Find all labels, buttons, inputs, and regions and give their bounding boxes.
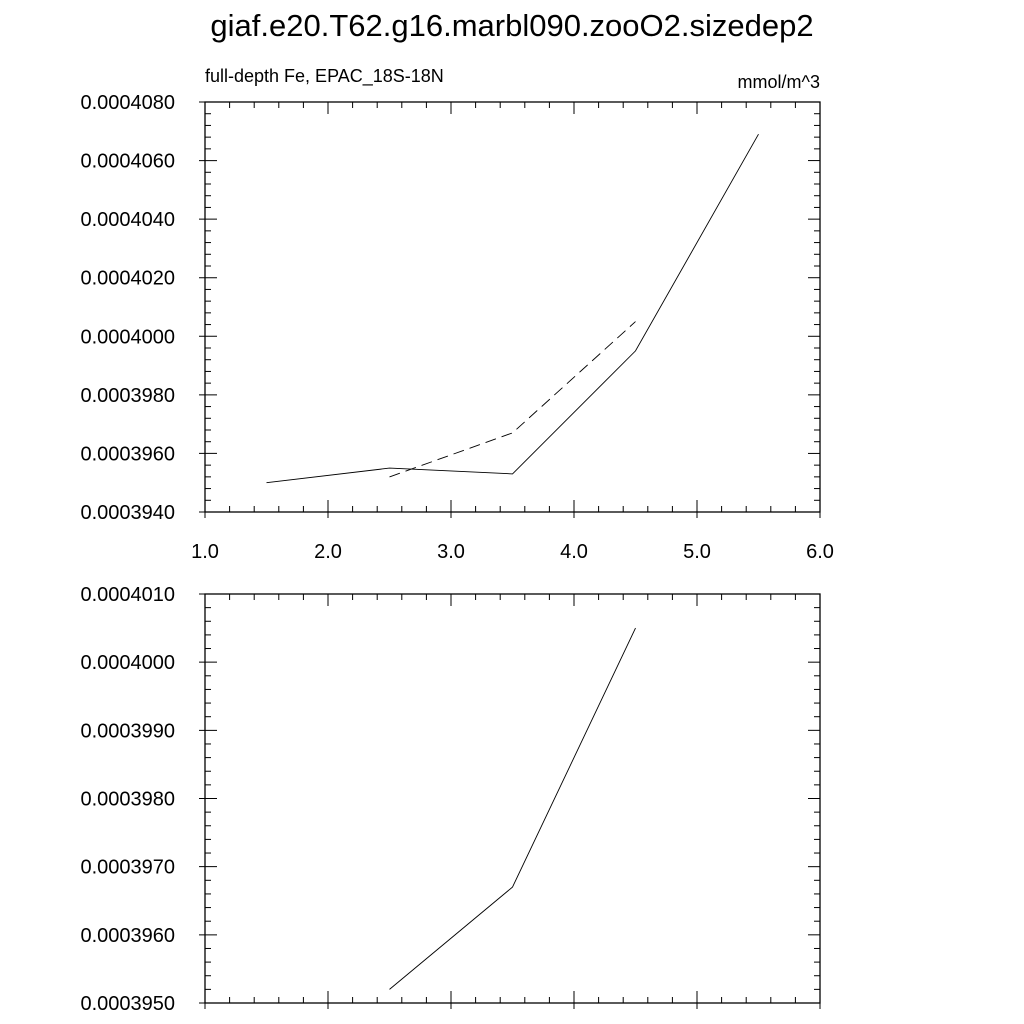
chart-panel-2: 0.0003950 0.0003960 0.0003970 0.0003980 0.00… — [80, 584, 821, 1015]
series-line-1 — [389, 627, 636, 990]
y-tick-label: 0.0004010 — [80, 584, 175, 606]
x-tick-label: 1.0 — [191, 541, 219, 563]
y-tick-label: 0.0003980 — [80, 385, 175, 407]
x-tick-label: 4.0 — [560, 541, 588, 563]
x-tick-label: 5.0 — [683, 541, 711, 563]
series-line-2 — [389, 321, 636, 478]
chart-panels: 1.0 2.0 3.0 4.0 5.0 6.00.00039400.00039600.00… — [80, 66, 833, 1015]
y-tick-label: 0.0004040 — [80, 209, 175, 231]
series-line-1 — [266, 133, 759, 484]
x-tick-label: 6.0 — [806, 541, 834, 563]
x-tick-label: 2.0 — [314, 541, 342, 563]
y-tick-label: 0.0003960 — [80, 443, 175, 465]
y-tick-label: 0.0004000 — [80, 652, 175, 674]
y-tick-label: 0.0003990 — [80, 720, 175, 742]
chart-subtitle: full-depth Fe, EPAC_18S-18N — [205, 66, 444, 87]
units-label: mmol/m^3 — [738, 72, 820, 92]
chart-panel-1: 1.0 2.0 3.0 4.0 5.0 6.0 0.0003940 0.0003960 0.00… — [80, 66, 833, 563]
y-tick-label: 0.0004080 — [80, 92, 175, 114]
y-tick-label: 0.0003950 — [80, 993, 175, 1015]
y-tick-label: 0.0004060 — [80, 151, 175, 173]
plot-frame — [204, 101, 821, 513]
y-tick-label: 0.0004000 — [80, 326, 175, 348]
y-tick-label: 0.0003940 — [80, 502, 175, 524]
y-tick-label: 0.0003970 — [80, 857, 175, 879]
y-tick-label: 0.0004020 — [80, 268, 175, 290]
y-tick-label: 0.0003960 — [80, 925, 175, 947]
x-tick-label: 3.0 — [437, 541, 465, 563]
plot-frame — [204, 593, 821, 1004]
y-tick-label: 0.0003980 — [80, 789, 175, 811]
chart-title: giaf.e20.T62.g16.marbl090.zooO2.sizedep2 — [210, 8, 813, 43]
